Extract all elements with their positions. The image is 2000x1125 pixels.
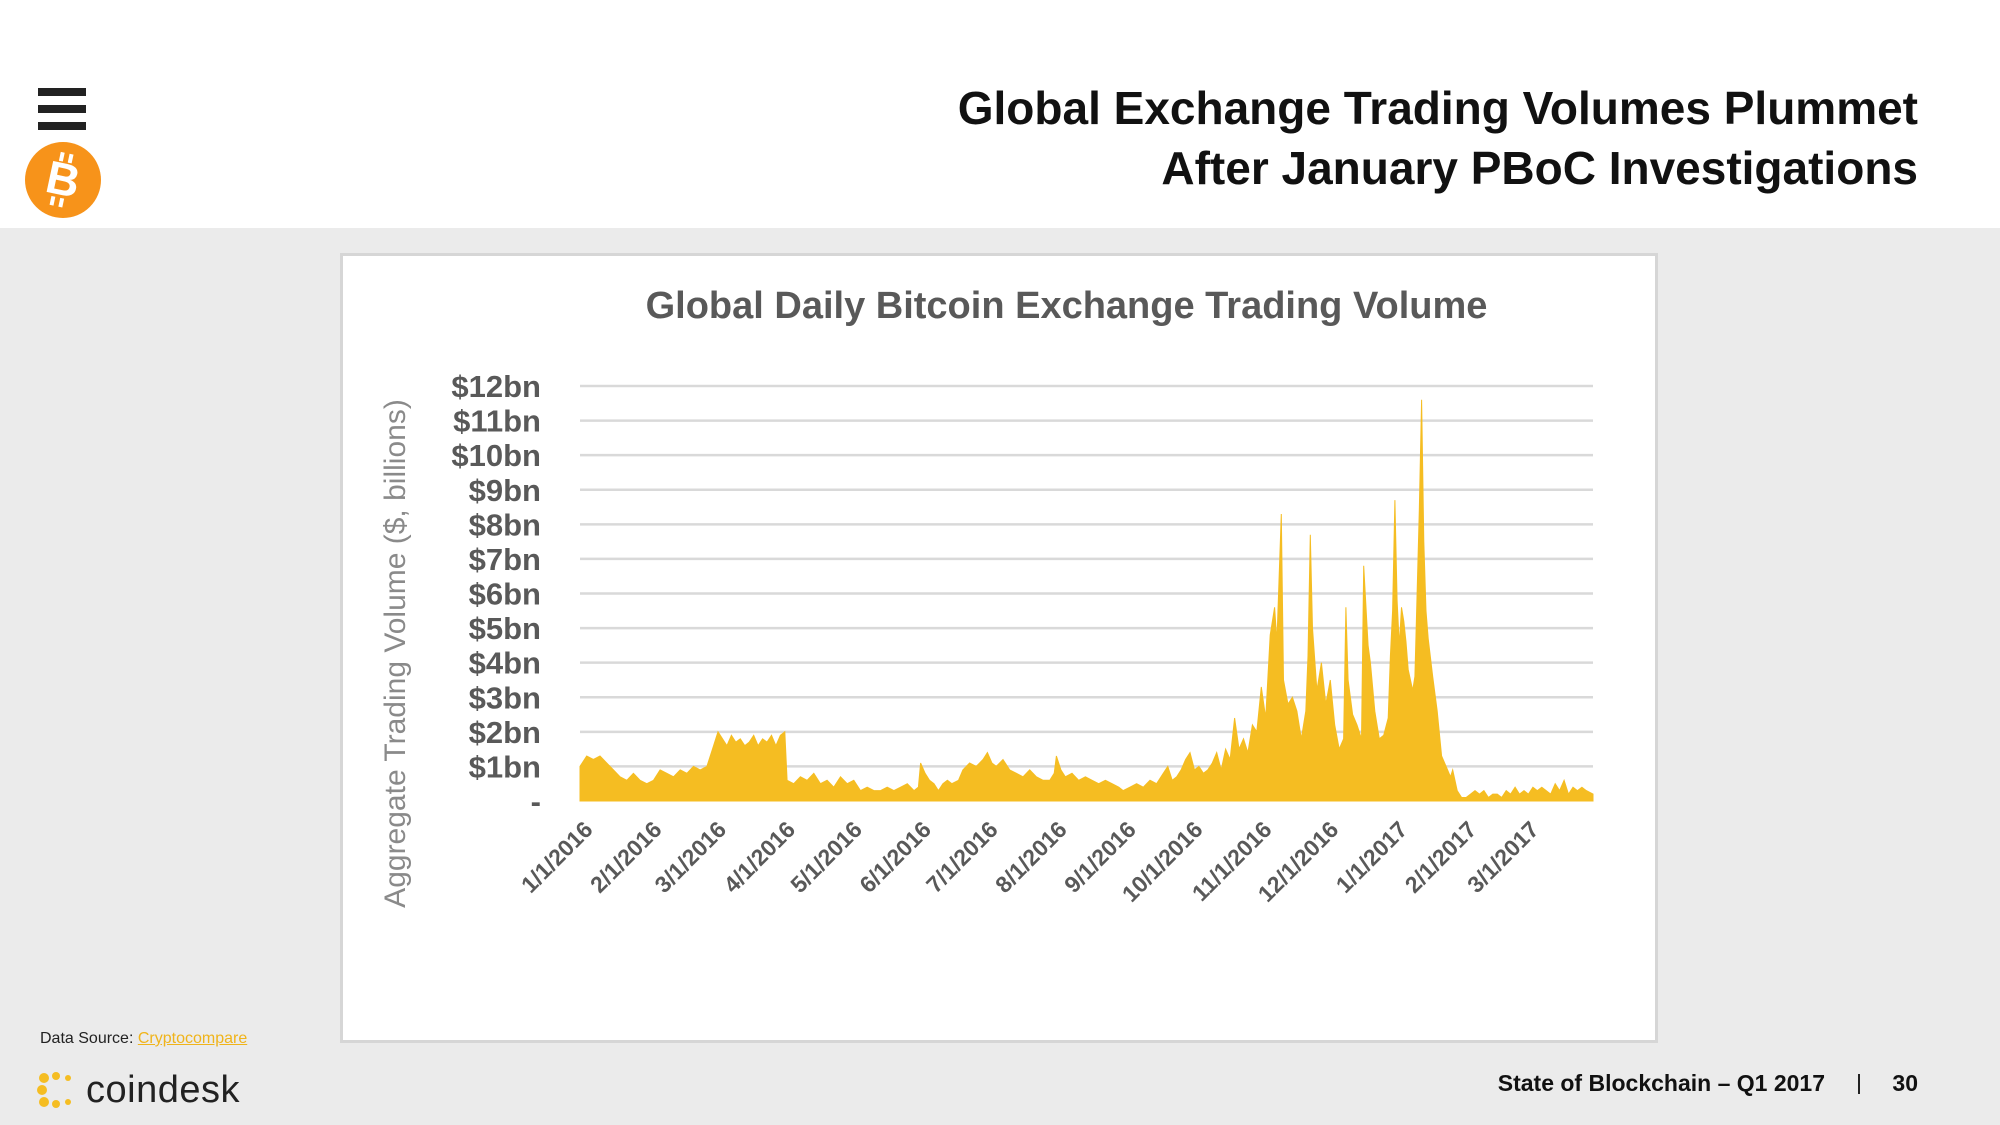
- y-tick-label: $2bn: [469, 715, 541, 750]
- x-tick-label: 4/1/2016: [718, 816, 800, 898]
- slide-title: Global Exchange Trading Volumes Plummet …: [718, 78, 1918, 198]
- chart-title: Global Daily Bitcoin Exchange Trading Vo…: [646, 285, 1488, 327]
- data-source-link[interactable]: Cryptocompare: [137, 1030, 248, 1047]
- slide-header: [0, 0, 2000, 228]
- y-tick-label: $10bn: [451, 438, 541, 473]
- x-tick-label: 8/1/2016: [990, 816, 1072, 898]
- y-tick-label: $3bn: [469, 680, 541, 715]
- y-tick-label: $5bn: [469, 611, 541, 646]
- x-tick-label: 1/1/2016: [516, 816, 598, 898]
- coindesk-mark-icon: [37, 1072, 71, 1108]
- y-axis-label: Aggregate Trading Volume ($, billions): [379, 399, 412, 908]
- x-tick-label: 6/1/2016: [854, 816, 936, 898]
- data-source: Data Source: Cryptocompare: [40, 1030, 247, 1048]
- slide-title-line-1: Global Exchange Trading Volumes Plummet: [957, 82, 1918, 134]
- coindesk-wordmark: coindesk: [86, 1068, 240, 1111]
- coindesk-logo: coindesk: [36, 1065, 240, 1115]
- menu-icon[interactable]: [38, 88, 86, 130]
- data-source-label: Data Source:: [40, 1030, 134, 1047]
- y-tick-label: $4bn: [469, 646, 541, 681]
- y-tick-label: $11bn: [453, 404, 541, 439]
- report-title: State of Blockchain – Q1 2017: [1497, 1070, 1825, 1096]
- volume-area: [579, 399, 1594, 802]
- y-tick-label: $7bn: [469, 542, 541, 577]
- bitcoin-logo: B: [25, 142, 101, 218]
- y-tick-label: $8bn: [469, 507, 541, 542]
- y-tick-label: -: [531, 784, 541, 819]
- x-tick-label: 3/1/2016: [649, 816, 731, 898]
- chart-card: Global Daily Bitcoin Exchange Trading Vo…: [340, 253, 1658, 1043]
- trading-volume-chart: Global Daily Bitcoin Exchange Trading Vo…: [379, 285, 1594, 908]
- y-tick-label: $12bn: [451, 369, 541, 404]
- page-number: 30: [1892, 1070, 1918, 1096]
- footer-divider: [1858, 1074, 1860, 1094]
- y-tick-label: $1bn: [469, 749, 541, 784]
- y-tick-label: $6bn: [469, 577, 541, 612]
- x-tick-label: 1/1/2017: [1331, 816, 1413, 898]
- x-tick-label: 5/1/2016: [785, 816, 867, 898]
- x-tick-label: 7/1/2016: [921, 816, 1003, 898]
- y-tick-label: $9bn: [469, 473, 541, 508]
- slide-title-line-2: After January PBoC Investigations: [1161, 142, 1918, 194]
